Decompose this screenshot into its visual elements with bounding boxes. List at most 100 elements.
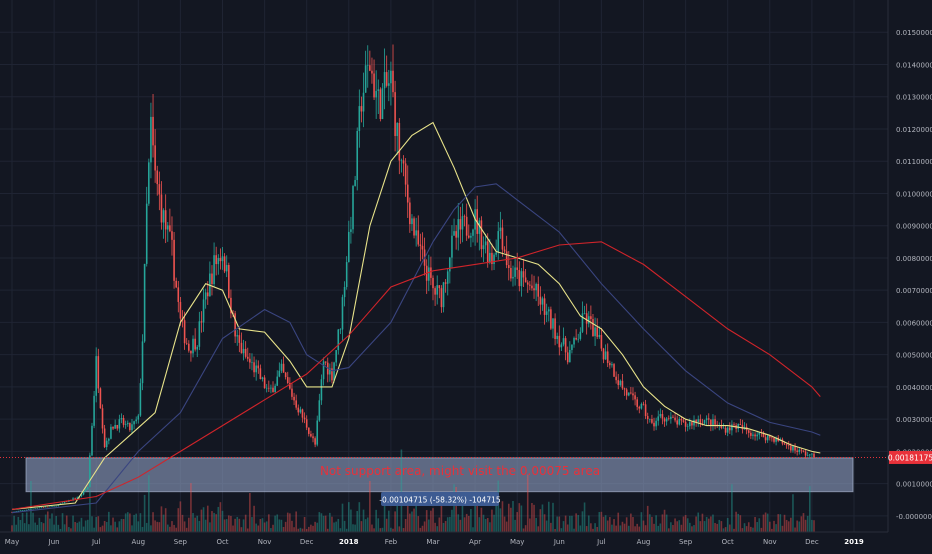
candle-body [381,88,384,119]
candle-body [472,229,474,236]
candle-body [411,218,413,225]
candle-body [436,285,439,295]
candle-body [387,83,390,86]
volume-bar [720,521,723,532]
volume-bar [764,512,767,532]
candle-body [329,368,331,375]
candle-body [169,225,171,232]
candle-body [276,376,279,386]
volume-bar [173,524,175,532]
candle-body [118,419,121,429]
candle-body [394,92,396,137]
candle-body [272,387,274,392]
candle-body [627,392,630,396]
volume-bar [649,514,651,532]
candle-body [590,316,592,320]
candle-body [192,338,194,354]
volume-bar [476,500,479,532]
moving-averages [11,121,821,514]
candle-body [268,387,270,389]
volume-bar [472,527,474,532]
candle-body [404,163,407,185]
volume-bar [215,514,217,532]
volume-bar [423,521,426,532]
volume-bar [503,516,506,532]
candle-body [457,219,460,238]
candle-body [665,418,668,422]
volume-bar [680,524,683,532]
candle-body [32,508,34,510]
volume-bar [442,522,445,532]
candle-body [653,422,655,427]
candle-body [63,501,66,503]
volume-bar [491,509,493,532]
candle-body [640,403,643,409]
candle-body [413,218,415,236]
candle-body [598,335,601,337]
candle-body [198,321,201,347]
candle-body [463,216,466,217]
volume-bar [240,527,243,532]
volume-bar [331,516,333,532]
candle-body [295,400,297,408]
volume-bar [293,527,295,532]
candle-body [333,362,335,381]
candle-body [228,265,230,298]
candle-body [419,244,422,246]
candle-body [712,419,714,426]
candle-body [291,388,293,397]
volume-bar [36,524,39,532]
candle-body [219,257,222,262]
candle-body [518,269,521,287]
volume-bar [194,517,196,532]
candle-body [802,450,805,452]
moving-average-line [11,183,821,514]
volume-bar [716,523,718,532]
candle-body [354,180,356,186]
volume-bar [627,525,630,532]
volume-bar [773,520,775,532]
volume-bar [484,519,487,532]
volume-bar [268,514,270,532]
candle-body [619,380,622,386]
volume-bar [615,525,617,532]
candle-body [661,413,664,419]
candle-body [649,419,651,420]
candle-body [676,420,678,425]
volume-bar [192,513,194,532]
support-zone-box[interactable] [25,457,854,493]
volume-bar [463,517,466,532]
volume-bar [295,511,297,532]
candle-body [30,508,32,510]
volume-bar [289,513,291,532]
volume-bar [402,528,405,532]
candle-body [587,316,590,324]
volume-bar [495,503,497,532]
candle-body [352,185,354,230]
candle-body [545,311,548,315]
volume-bar [613,519,615,532]
candle-body [510,268,512,279]
volume-bar [308,526,310,532]
candle-body [122,418,125,425]
volume-bar [348,502,350,532]
volume-bar [316,522,319,532]
candle-body [101,408,104,429]
volume-bar [17,516,20,532]
candle-body [308,427,310,434]
candle-body [569,349,571,363]
candle-body [625,389,628,396]
candle-body [455,231,457,238]
volume-bar [526,474,529,532]
moving-average-line [11,241,821,510]
volume-bar [661,514,664,532]
volume-bar [417,516,420,532]
volume-bar [436,526,439,532]
volume-bar [756,522,758,532]
volume-bar [400,449,403,532]
volume-bar [562,521,565,532]
